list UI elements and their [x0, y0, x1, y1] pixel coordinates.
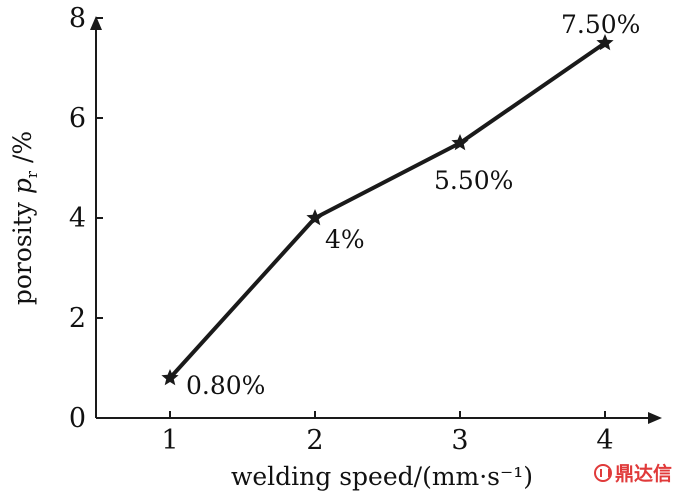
watermark-text: 鼎达信	[614, 463, 672, 485]
y-axis-title-unit: /%	[8, 131, 37, 171]
x-axis-title: welding speed/(mm·s⁻¹)	[231, 462, 533, 491]
y-axis-title-sub: r	[23, 170, 41, 178]
y-tick-label: 0	[69, 403, 86, 434]
series: 0.80% 4% 5.50% 7.50%	[161, 10, 640, 400]
data-point-marker	[306, 209, 324, 226]
x-tick-label: 4	[596, 425, 613, 456]
y-axis-title-main: porosity	[8, 194, 37, 305]
data-point-marker	[161, 369, 179, 386]
ticks: 0 2 4 6 8 1 2 3 4	[69, 3, 614, 456]
y-axis-arrow	[90, 16, 102, 30]
data-point-marker	[451, 134, 469, 151]
data-label: 4%	[325, 225, 365, 254]
data-label: 5.50%	[434, 166, 513, 195]
y-tick-label: 6	[69, 103, 86, 134]
y-tick-label: 4	[69, 203, 86, 234]
data-point-marker	[596, 34, 614, 51]
data-label: 0.80%	[186, 371, 265, 400]
data-label: 7.50%	[561, 10, 640, 39]
axes	[90, 16, 662, 424]
x-tick-label: 2	[306, 425, 323, 456]
watermark: 鼎达信	[593, 459, 672, 486]
y-tick-label: 8	[69, 3, 86, 34]
y-axis-title-var: p	[8, 178, 37, 194]
y-tick-label: 2	[69, 303, 86, 334]
watermark-logo-icon	[593, 463, 612, 482]
x-tick-label: 1	[161, 425, 178, 456]
x-axis-arrow	[648, 412, 662, 424]
series-line	[168, 41, 607, 380]
x-tick-label: 3	[451, 425, 468, 456]
y-axis-title: porosity pr /%	[8, 131, 41, 305]
axis-titles: welding speed/(mm·s⁻¹) porosity pr /%	[8, 131, 533, 491]
